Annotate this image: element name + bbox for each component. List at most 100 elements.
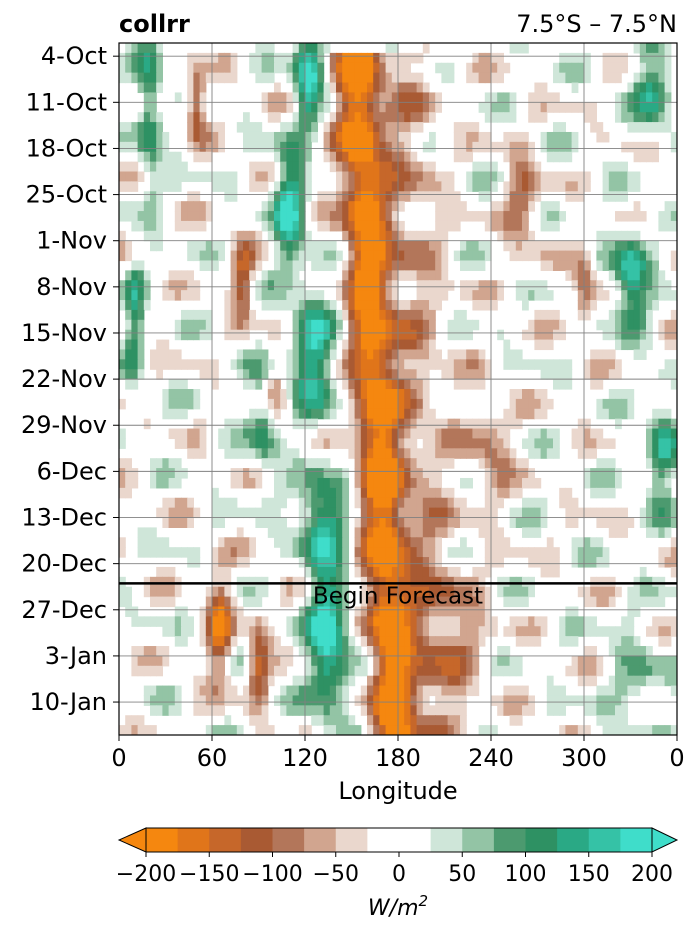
heatmap-cell	[621, 695, 628, 706]
heatmap-cell	[608, 349, 616, 360]
heatmap-cell	[323, 389, 331, 400]
heatmap-cell	[540, 428, 548, 440]
heatmap-cell	[670, 448, 677, 459]
heatmap-cell	[491, 161, 498, 173]
heatmap-cell	[274, 92, 281, 103]
heatmap-cell	[311, 131, 318, 143]
heatmap-cell	[503, 665, 511, 677]
heatmap-cell	[187, 112, 194, 123]
heatmap-cell	[317, 497, 325, 509]
heatmap-cell	[274, 319, 281, 331]
heatmap-cell	[664, 458, 672, 469]
heatmap-cell	[280, 280, 287, 291]
heatmap-cell	[646, 507, 653, 519]
heatmap-cell	[602, 230, 610, 242]
heatmap-cell	[156, 339, 163, 351]
heatmap-cell	[317, 52, 325, 64]
heatmap-cell	[354, 448, 362, 459]
heatmap-cell	[150, 576, 157, 588]
heatmap-cell	[497, 547, 504, 558]
heatmap-cell	[342, 62, 349, 74]
heatmap-cell	[435, 636, 442, 647]
heatmap-cell	[410, 477, 418, 489]
heatmap-cell	[627, 685, 635, 697]
heatmap-cell	[360, 102, 368, 113]
heatmap-cell	[286, 220, 294, 232]
heatmap-cell	[422, 329, 430, 341]
heatmap-cell	[615, 655, 622, 667]
heatmap-cell	[249, 349, 256, 360]
heatmap-cell	[422, 92, 430, 103]
heatmap-cell	[602, 398, 610, 410]
heatmap-cell	[627, 586, 635, 598]
heatmap-cell	[205, 62, 213, 74]
heatmap-cell	[274, 448, 281, 459]
heatmap-cell	[373, 92, 380, 103]
heatmap-cell	[329, 72, 337, 84]
heatmap-cell	[348, 141, 356, 153]
heatmap-cell	[466, 655, 473, 667]
heatmap-cell	[298, 458, 306, 469]
heatmap-cell	[125, 725, 132, 735]
heatmap-cell	[286, 655, 294, 667]
heatmap-cell	[379, 309, 387, 321]
heatmap-cell	[137, 141, 145, 153]
heatmap-cell	[236, 240, 244, 252]
heatmap-cell	[472, 379, 480, 390]
heatmap-cell	[379, 220, 387, 232]
heatmap-cell	[249, 250, 256, 262]
heatmap-cell	[354, 517, 362, 528]
heatmap-cell	[267, 646, 275, 657]
heatmap-cell	[292, 82, 300, 94]
heatmap-cell	[422, 557, 430, 568]
heatmap-cell	[131, 72, 139, 84]
heatmap-cell	[367, 112, 374, 123]
heatmap-cell	[652, 151, 659, 163]
heatmap-cell	[181, 201, 188, 212]
heatmap-cell	[212, 655, 219, 667]
heatmap-cell	[658, 487, 666, 499]
heatmap-cell	[274, 497, 281, 509]
heatmap-cell	[224, 507, 232, 519]
heatmap-cell	[360, 122, 368, 133]
heatmap-cell	[416, 576, 424, 588]
heatmap-cell	[404, 695, 411, 706]
heatmap-cell	[236, 122, 244, 133]
heatmap-cell	[540, 250, 548, 262]
heatmap-cell	[391, 161, 399, 173]
heatmap-cell	[615, 468, 622, 479]
heatmap-cell	[329, 685, 337, 697]
heatmap-cell	[193, 191, 201, 202]
heatmap-cell	[398, 527, 405, 538]
heatmap-cell	[416, 389, 424, 400]
heatmap-cell	[639, 655, 647, 667]
heatmap-cell	[373, 62, 380, 74]
heatmap-cell	[627, 211, 635, 222]
heatmap-cell	[360, 547, 368, 558]
heatmap-cell	[553, 566, 560, 578]
heatmap-cell	[453, 448, 461, 459]
heatmap-cell	[429, 646, 436, 657]
heatmap-cell	[608, 438, 616, 449]
heatmap-cell	[336, 586, 343, 598]
heatmap-cell	[267, 379, 275, 390]
heatmap-cell	[453, 586, 461, 598]
heatmap-cell	[460, 537, 467, 548]
heatmap-cell	[639, 62, 647, 74]
heatmap-cell	[577, 300, 585, 311]
heatmap-cell	[404, 685, 411, 697]
heatmap-cell	[230, 626, 238, 637]
heatmap-cell	[608, 319, 616, 331]
heatmap-cell	[150, 725, 157, 735]
heatmap-cell	[342, 300, 349, 311]
heatmap-cell	[305, 369, 312, 380]
heatmap-cell	[348, 201, 356, 212]
heatmap-cell	[230, 665, 238, 677]
heatmap-cell	[615, 92, 622, 103]
heatmap-cell	[162, 408, 170, 420]
heatmap-cell	[615, 626, 622, 637]
heatmap-cell	[528, 151, 535, 163]
heatmap-cell	[410, 349, 418, 360]
heatmap-cell	[515, 141, 523, 153]
heatmap-cell	[249, 260, 256, 271]
